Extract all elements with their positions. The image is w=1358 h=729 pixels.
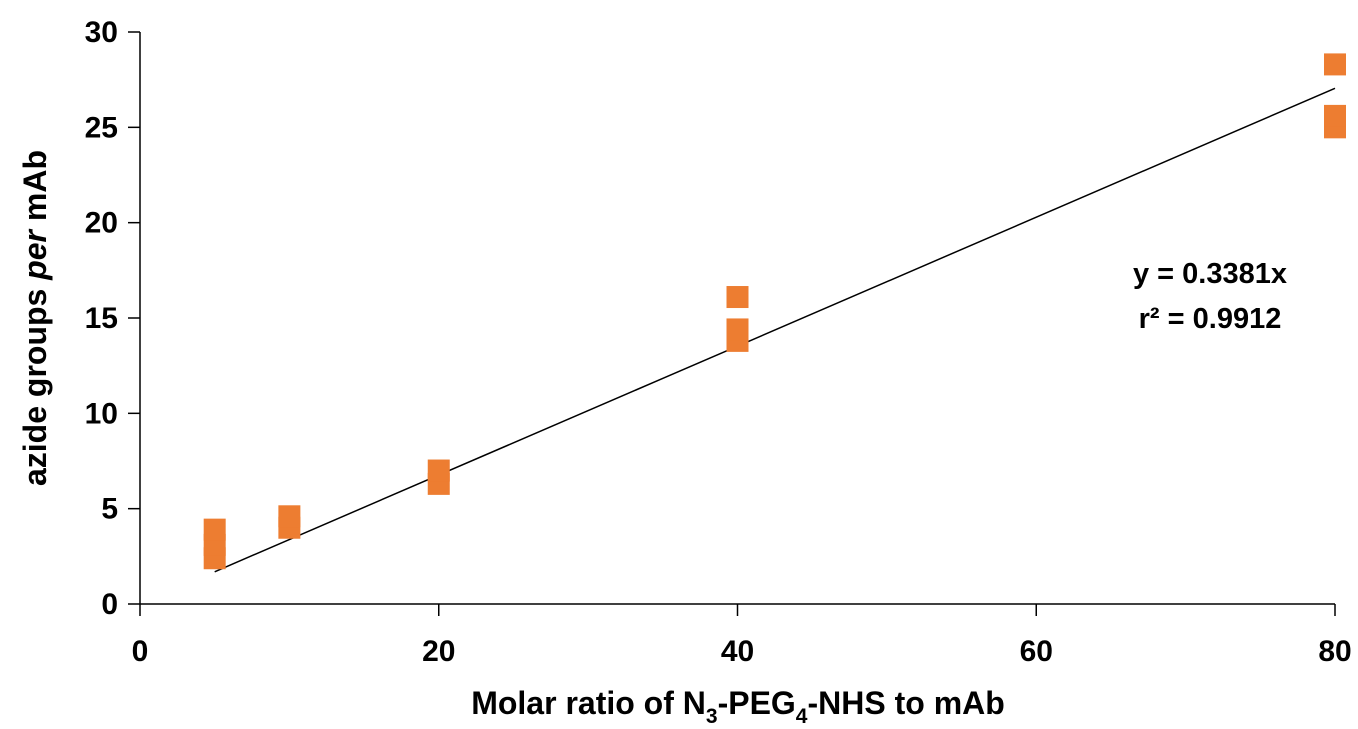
data-point [726,286,749,309]
y-tick-label: 20 [85,207,118,240]
y-tick-label: 25 [85,111,118,144]
x-ticks: 0 20 40 60 80 [132,604,1352,668]
x-tick-label: 0 [132,635,149,668]
data-point [203,518,226,541]
x-tick-label: 20 [422,635,455,668]
data-point [1324,53,1346,76]
data-point [278,505,301,528]
y-tick-label: 15 [85,302,118,335]
x-axis-title-part-2: -PEG [718,685,796,721]
trendline [214,87,1336,573]
trendline-group [214,87,1336,573]
data-point [1324,104,1346,127]
x-axis-title-part-3: -NHS to mAb [807,685,1004,721]
data-point [726,318,749,341]
x-tick-label: 40 [721,635,754,668]
x-axis-title: Molar ratio of N3-PEG4-NHS to mAb [471,685,1005,728]
y-tick-label: 0 [101,588,118,621]
x-tick-label: 60 [1020,635,1053,668]
x-tick-label: 80 [1318,635,1351,668]
y-axis-title-italic: per [17,228,53,280]
x-axis-title-sub-2: 4 [796,705,808,728]
data-point [427,459,450,482]
y-tick-label: 5 [101,493,118,526]
y-axis-title-part-2: mAb [17,150,53,230]
y-axis-title-part-1: azide groups [17,280,53,486]
x-axis-title-part-1: Molar ratio of N [471,685,706,721]
y-ticks: 0 5 10 15 20 25 30 [85,16,140,621]
y-tick-label: 10 [85,397,118,430]
annotation-r-squared: r² = 0.9912 [1139,303,1282,335]
y-tick-label: 30 [85,16,118,49]
x-axis-title-sub-1: 3 [706,705,718,728]
data-points [203,53,1346,570]
annotation-equation: y = 0.3381x [1133,258,1287,290]
y-axis-title: azide groups per mAb [17,150,53,486]
